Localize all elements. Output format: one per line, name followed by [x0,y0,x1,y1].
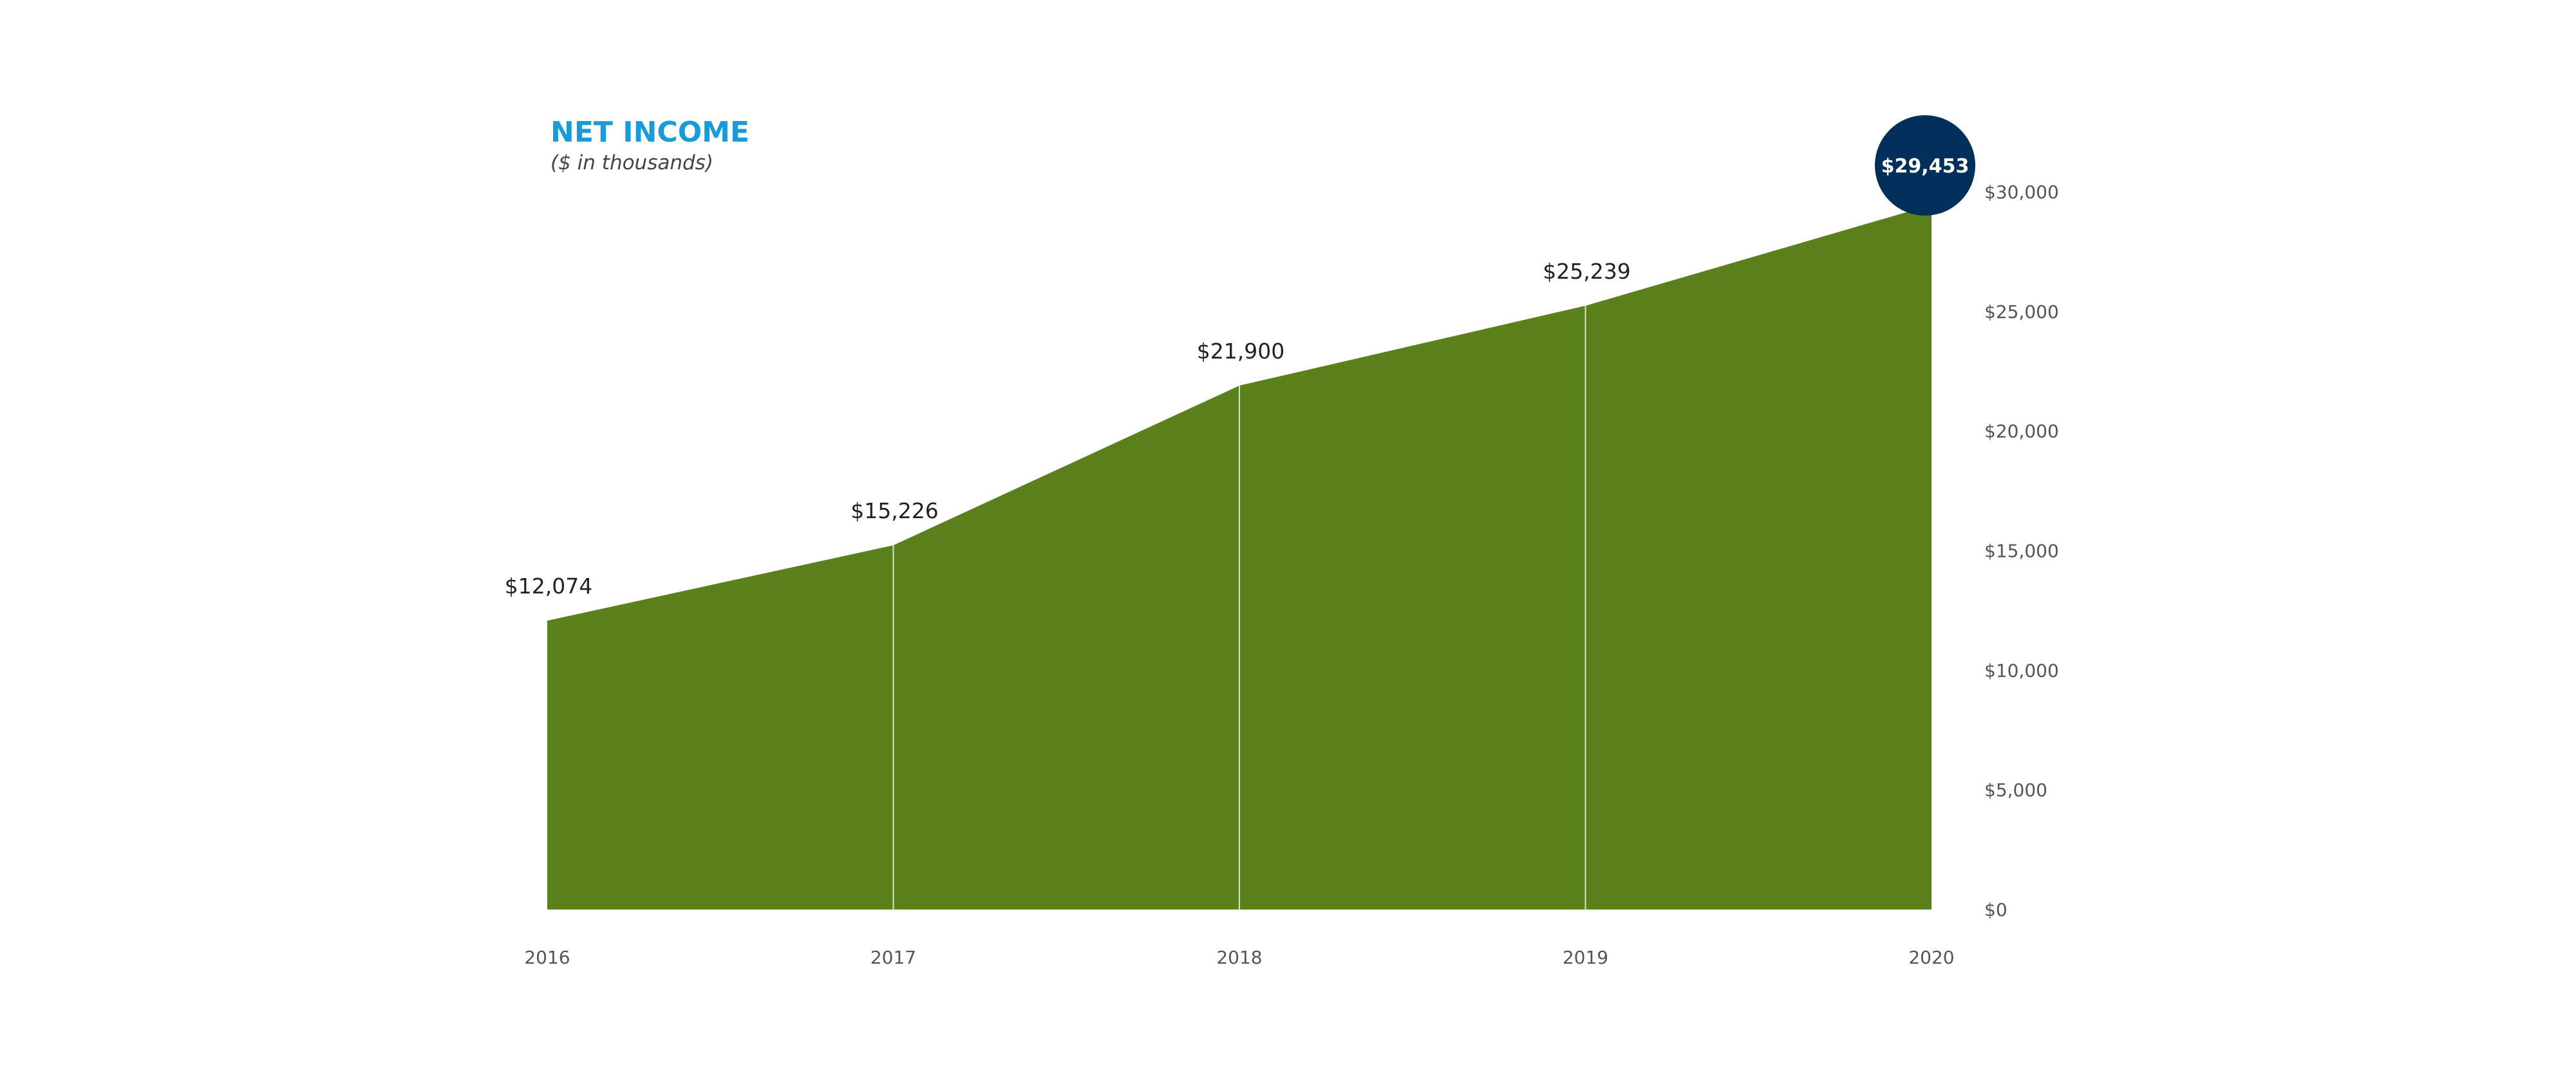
chart-title: NET INCOME [550,116,749,149]
value-label-2020: $29,453 [1881,155,1970,178]
highlight-marker: $29,453 [1875,115,1975,216]
chart-subtitle: ($ in thousands) [550,151,713,174]
x-tick-2020: 2020 [1908,947,1954,968]
x-axis-ticks: 2016 2017 2018 2019 2020 [524,947,1954,968]
x-tick-2018: 2018 [1216,947,1262,968]
value-label-2017: $15,226 [851,498,938,523]
value-labels: $12,074 $15,226 $21,900 $25,239 [505,259,1631,599]
y-tick-5000: $5,000 [1984,779,2047,801]
year-dividers [892,305,1586,910]
x-tick-2017: 2017 [870,947,916,968]
y-tick-30000: $30,000 [1984,182,2059,203]
y-tick-15000: $15,000 [1984,541,2059,562]
y-tick-10000: $10,000 [1984,660,2059,681]
x-tick-2016: 2016 [524,947,570,968]
highlight-circle [1875,115,1975,216]
y-tick-0: $0 [1984,899,2007,920]
value-label-2016: $12,074 [505,574,592,599]
y-axis-ticks: $0 $5,000 $10,000 $15,000 $20,000 $25,000 $30,… [1984,182,2059,920]
y-tick-25000: $25,000 [1984,301,2059,322]
value-label-2018: $21,900 [1197,339,1284,364]
y-tick-20000: $20,000 [1984,421,2059,442]
value-label-2019: $25,239 [1543,259,1630,284]
x-tick-2019: 2019 [1563,947,1608,968]
